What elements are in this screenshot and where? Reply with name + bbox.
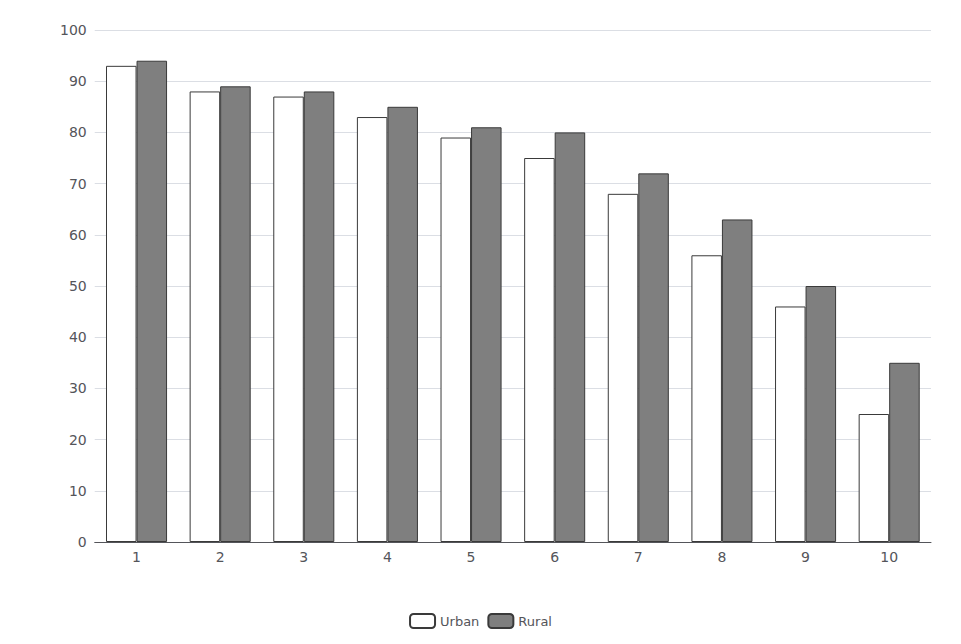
svg-text:80: 80 (69, 124, 87, 140)
svg-text:6: 6 (550, 549, 559, 565)
svg-text:2: 2 (216, 549, 225, 565)
svg-text:90: 90 (69, 73, 87, 89)
svg-text:30: 30 (69, 380, 87, 396)
svg-text:3: 3 (299, 549, 308, 565)
svg-text:0: 0 (78, 534, 87, 550)
svg-text:40: 40 (69, 329, 87, 345)
svg-text:Urban: Urban (440, 614, 479, 629)
svg-text:70: 70 (69, 176, 87, 192)
svg-text:20: 20 (69, 432, 87, 448)
svg-text:10: 10 (880, 549, 898, 565)
svg-text:4: 4 (383, 549, 392, 565)
svg-text:50: 50 (69, 278, 87, 294)
svg-text:10: 10 (69, 483, 87, 499)
svg-text:7: 7 (634, 549, 643, 565)
svg-text:1: 1 (132, 549, 141, 565)
svg-text:5: 5 (467, 549, 476, 565)
svg-text:9: 9 (801, 549, 810, 565)
svg-text:Rural: Rural (518, 614, 552, 629)
svg-text:60: 60 (69, 227, 87, 243)
svg-text:8: 8 (717, 549, 726, 565)
svg-text:100: 100 (60, 22, 87, 38)
